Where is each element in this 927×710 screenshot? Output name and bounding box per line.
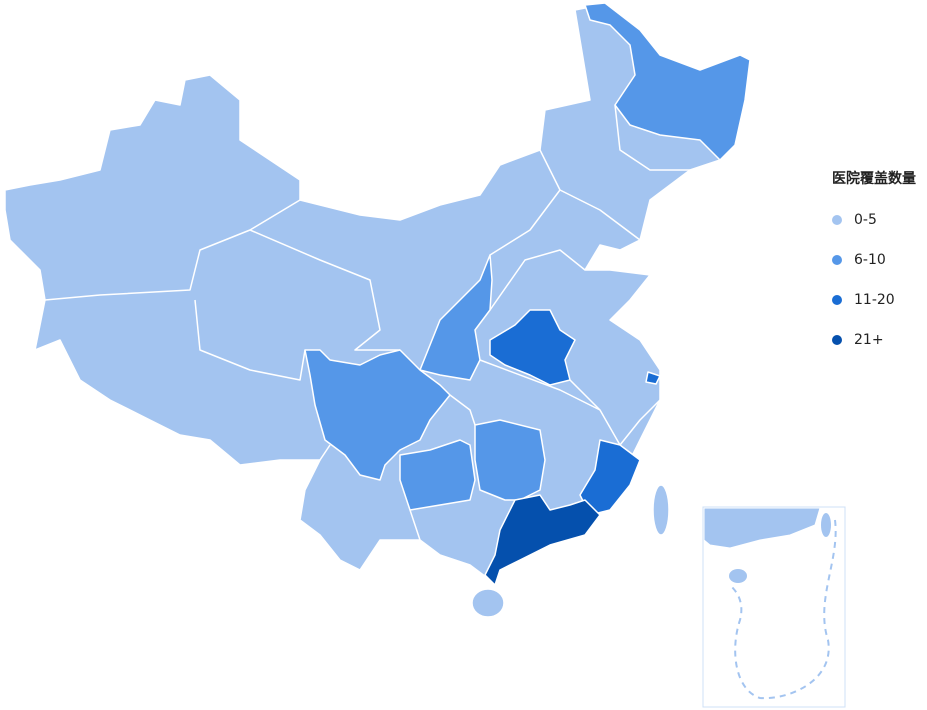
region-henan[interactable]: [489, 309, 576, 386]
south-china-sea-inset: [702, 506, 846, 708]
region-shaanxi[interactable]: [419, 254, 493, 381]
region-guangdong[interactable]: [484, 494, 601, 586]
legend-label: 21+: [854, 332, 884, 348]
legend-title: 医院覆盖数量: [832, 171, 916, 187]
legend-label: 6-10: [854, 252, 886, 268]
legend-dot-icon: [832, 335, 842, 345]
region-taiwan[interactable]: [652, 484, 670, 536]
legend-label: 11-20: [854, 292, 895, 308]
region-sichuan[interactable]: [304, 349, 451, 481]
legend-item[interactable]: 11-20: [832, 290, 916, 310]
region-guizhou[interactable]: [399, 439, 476, 511]
legend: 医院覆盖数量 0-5 6-10 11-20 21+: [832, 168, 916, 370]
legend-item[interactable]: 21+: [832, 330, 916, 350]
region-hainan[interactable]: [471, 588, 505, 618]
region-fujian[interactable]: [579, 439, 641, 516]
legend-item[interactable]: 0-5: [832, 210, 916, 230]
region-hunan[interactable]: [474, 419, 546, 501]
region-shanghai[interactable]: [645, 371, 661, 385]
legend-item[interactable]: 6-10: [832, 250, 916, 270]
legend-label: 0-5: [854, 212, 877, 228]
legend-dot-icon: [832, 215, 842, 225]
region-heilongjiang[interactable]: [584, 2, 751, 161]
legend-dot-icon: [832, 295, 842, 305]
legend-dot-icon: [832, 255, 842, 265]
